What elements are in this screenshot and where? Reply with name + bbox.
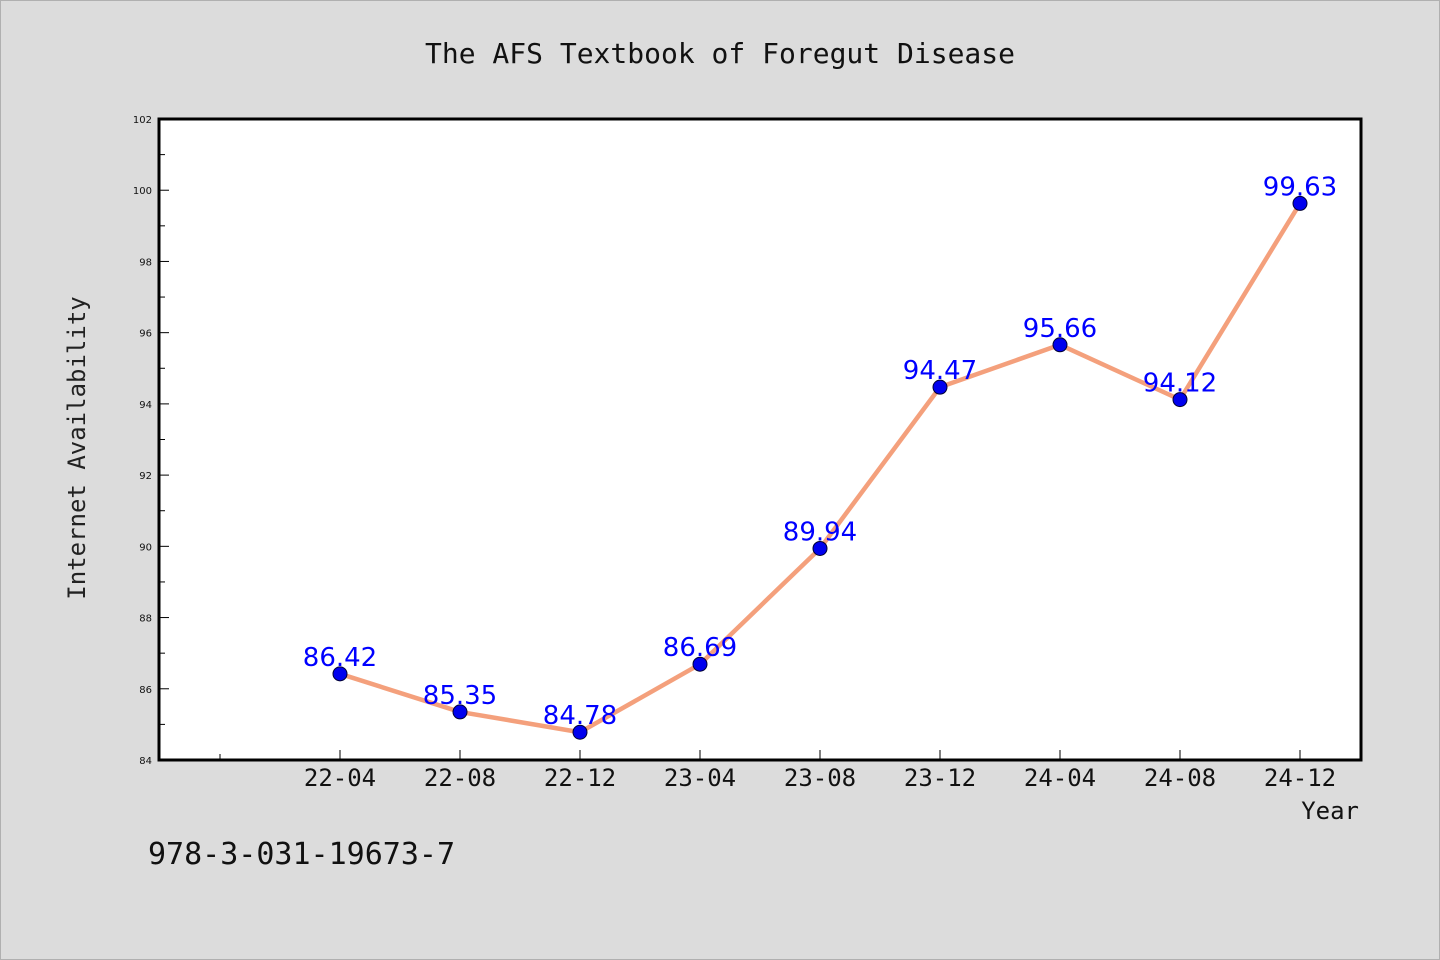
data-point	[692, 656, 708, 672]
x-tick-label: 23-08	[784, 764, 856, 792]
y-tick-label: 102	[133, 115, 152, 126]
data-label: 86.69	[663, 633, 737, 663]
data-point	[1172, 392, 1188, 408]
plot-area	[157, 117, 1363, 762]
series-markers	[332, 195, 1308, 740]
data-point	[1052, 337, 1068, 353]
data-label: 95.66	[1023, 314, 1097, 344]
x-tick-label: 24-04	[1024, 764, 1096, 792]
y-tick-label: 96	[139, 329, 152, 340]
x-tick-label: 24-08	[1144, 764, 1216, 792]
data-point	[332, 666, 348, 682]
data-point	[1292, 195, 1308, 211]
y-axis: 84 86 88 90 92 94 96 98 100 102	[133, 115, 169, 767]
x-axis-label: Year	[1301, 797, 1359, 825]
data-label: 94.12	[1143, 369, 1217, 399]
y-axis-label: Internet Availability	[63, 296, 91, 599]
data-labels: 86.42 85.35 84.78 86.69 89.94 94.47 95.66 94.12…	[303, 172, 1337, 731]
chart-title: The AFS Textbook of Foregut Disease	[425, 37, 1015, 70]
data-label: 89.94	[783, 517, 857, 547]
y-tick-label: 86	[139, 685, 152, 696]
x-axis: 22-04 22-08 22-12 23-04 23-08 23-12 24-04 24-08…	[219, 750, 1336, 792]
x-tick-label: 23-04	[664, 764, 736, 792]
x-tick-label: 23-12	[904, 764, 976, 792]
data-label: 86.42	[303, 643, 377, 673]
y-tick-label: 100	[133, 186, 152, 197]
y-tick-label: 88	[139, 614, 152, 625]
y-tick-label: 92	[139, 471, 152, 482]
y-tick-label: 94	[139, 400, 152, 411]
data-point	[572, 724, 588, 740]
isbn-text: 978-3-031-19673-7	[148, 837, 455, 872]
data-label: 99.63	[1263, 172, 1337, 202]
x-tick-label: 22-08	[424, 764, 496, 792]
data-point	[452, 704, 468, 720]
data-point	[812, 540, 828, 556]
data-label: 84.78	[543, 701, 617, 731]
data-point	[932, 379, 948, 395]
x-tick-label: 22-12	[544, 764, 616, 792]
data-label: 94.47	[903, 356, 977, 386]
data-label: 85.35	[423, 681, 497, 711]
y-tick-label: 90	[139, 542, 152, 553]
y-tick-label: 98	[139, 257, 152, 268]
x-tick-label: 22-04	[304, 764, 376, 792]
x-tick-label: 24-12	[1264, 764, 1336, 792]
y-tick-label: 84	[139, 756, 152, 767]
